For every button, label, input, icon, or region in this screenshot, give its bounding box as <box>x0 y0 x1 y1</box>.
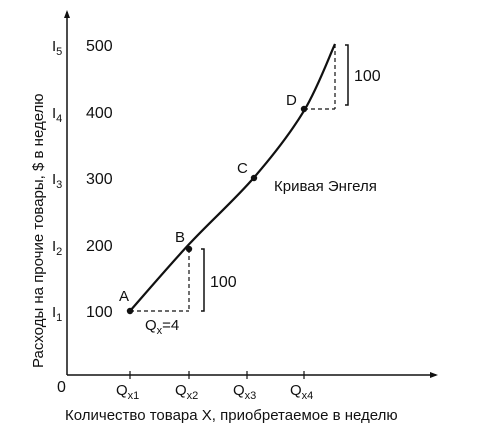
x-tick-label: Qx1 <box>116 382 139 402</box>
point-label-c: C <box>237 160 248 177</box>
data-points <box>126 105 308 315</box>
bracket-low <box>201 248 205 312</box>
curve-label: Кривая Энгеля <box>274 178 377 195</box>
step-brackets <box>201 44 349 312</box>
bracket-high <box>345 44 349 106</box>
y-tick-label: 400 <box>86 105 113 122</box>
y-axis-title: Расходы на прочие товары, $ в неделю <box>30 93 47 368</box>
x-tick-labels: Qx1 Qx2 Qx3 Qx4 <box>116 382 313 402</box>
x-tick-label: Qx4 <box>290 382 313 402</box>
step-label-low: 100 <box>210 274 237 291</box>
point-d <box>300 105 308 113</box>
y-tick-label: 100 <box>86 304 113 321</box>
y-tick-label: 500 <box>86 38 113 55</box>
point-label-b: B <box>175 229 185 246</box>
point-c <box>250 174 258 182</box>
point-labels: A B C D <box>119 92 297 305</box>
step-guides <box>130 44 336 312</box>
income-label: I1 <box>52 304 62 324</box>
income-label: I4 <box>52 105 62 125</box>
origin-label: 0 <box>57 379 66 396</box>
point-a <box>126 307 134 315</box>
delta-qx-label: Qx=4 <box>145 317 179 337</box>
x-tick-marks <box>129 371 305 379</box>
step-label-high: 100 <box>354 68 381 85</box>
income-label: I3 <box>52 171 62 191</box>
point-b <box>185 245 193 253</box>
y-tick-label: 300 <box>86 171 113 188</box>
income-label: I5 <box>52 38 62 58</box>
point-label-a: A <box>119 288 129 305</box>
income-label: I2 <box>52 238 62 258</box>
x-tick-label: Qx2 <box>175 382 198 402</box>
x-tick-label: Qx3 <box>233 382 256 402</box>
x-axis-title: Количество товара X, приобретаемое в нед… <box>65 407 398 424</box>
point-label-d: D <box>286 92 297 109</box>
income-labels: I1 I2 I3 I4 I5 <box>52 38 62 324</box>
y-tick-labels: 100 200 300 400 500 <box>86 38 113 321</box>
y-tick-label: 200 <box>86 238 113 255</box>
